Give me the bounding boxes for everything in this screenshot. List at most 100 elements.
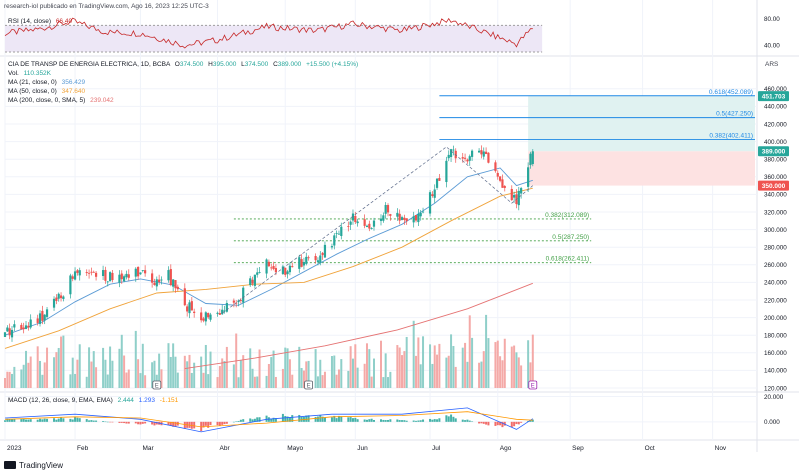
price-tick-label: 260.000: [764, 262, 787, 269]
candle-body: [300, 259, 303, 267]
macd-hist-bar: [356, 419, 359, 422]
macd-hist-bar: [20, 419, 23, 422]
ma50-legend[interactable]: MA (50, close, 0) 347.640: [8, 88, 85, 95]
volume-bar: [172, 343, 175, 388]
macd-hist-bar: [134, 421, 137, 424]
ma50-value: 347.640: [61, 88, 86, 95]
volume-bar: [27, 362, 30, 388]
volume-bar: [253, 376, 256, 388]
candle-body: [503, 186, 506, 188]
rsi-legend: RSI (14, close) 66.40: [8, 18, 72, 25]
macd-hist-bar: [25, 419, 28, 422]
candle-body: [52, 298, 56, 308]
volume-bar: [471, 337, 474, 388]
candle-body: [368, 223, 371, 229]
volume-bar: [349, 346, 352, 388]
volume-bar: [167, 343, 170, 388]
candle-body: [73, 271, 77, 280]
candle-body: [55, 297, 58, 301]
ohlc-h: H395.000: [208, 61, 237, 68]
ma50-label: MA (50, close, 0): [8, 88, 57, 95]
ohlc-c: C389.000: [273, 61, 302, 68]
volume-bar: [193, 362, 196, 388]
symbol-name[interactable]: CIA DE TRANSP DE ENERGIA ELECTRICA, 1D, …: [8, 61, 170, 68]
volume-bar: [499, 356, 502, 388]
candle-body: [529, 153, 532, 166]
macd-hist-bar: [494, 421, 497, 426]
fib-extension-label: 0.5(427.250): [716, 111, 753, 118]
volume-bar: [46, 347, 49, 388]
macd-hist-bar: [92, 420, 95, 422]
earnings-marker-icon: [152, 380, 162, 390]
ma21-legend[interactable]: MA (21, close, 0) 356.429: [8, 79, 85, 86]
macd-hist-bar: [323, 417, 326, 422]
candle-body: [94, 272, 98, 277]
date-tick-label: Oct: [645, 445, 655, 452]
macd-hist-bar: [88, 420, 91, 422]
macd-hist-bar: [55, 419, 58, 422]
macd-hist-bar: [429, 418, 432, 422]
volume-bar: [106, 374, 109, 388]
macd-hist-bar: [204, 421, 207, 426]
candle-body: [85, 272, 88, 274]
candle-body: [421, 211, 425, 213]
candle-body: [396, 212, 399, 217]
candle-body: [435, 178, 439, 188]
macd-hist-bar: [95, 420, 98, 422]
candle-body: [274, 268, 278, 273]
macd-hist-bar: [529, 420, 532, 422]
macd-hist-bar: [445, 415, 448, 422]
candle-body: [57, 293, 60, 299]
candle-body: [417, 213, 420, 223]
candle-body: [405, 218, 408, 222]
candle-body: [134, 268, 137, 277]
candle-body: [108, 272, 112, 282]
volume-bar: [454, 366, 457, 388]
date-tick-label: Abr: [220, 445, 231, 452]
macd-hist-bar: [387, 420, 390, 422]
candle-body: [41, 310, 44, 321]
volume-bar: [281, 368, 284, 388]
volume-bar: [422, 336, 425, 388]
macd-hist-bar: [225, 421, 228, 424]
macd-legend[interactable]: MACD (12, 26, close, 9, EMA, EMA) 2.444 …: [8, 397, 178, 404]
volume-bar: [321, 375, 324, 388]
volume-bar: [109, 346, 112, 388]
macd-hist-bar: [422, 419, 425, 422]
volume-bar: [8, 371, 11, 388]
volume-bar: [333, 355, 336, 388]
volume-bar: [300, 367, 303, 388]
candle-body: [480, 150, 483, 155]
macd-hist-bar: [417, 420, 420, 422]
target-zone: [528, 96, 755, 152]
candle-body: [29, 319, 32, 328]
volume-bar: [78, 344, 81, 388]
volume-bar: [382, 377, 385, 388]
candle-body: [202, 318, 205, 321]
ma200-legend[interactable]: MA (200, close, 0, SMA, 5) 239.042: [8, 97, 114, 104]
price-tick-label: 440.000: [764, 104, 787, 111]
vol-legend[interactable]: Vol. 110.352K: [8, 70, 51, 77]
volume-bar: [186, 361, 189, 388]
macd-hist-bar: [151, 421, 154, 425]
volume-bar: [274, 376, 277, 388]
tradingview-logo[interactable]: TradingView: [4, 461, 63, 470]
candle-body: [8, 328, 11, 336]
candle-body: [337, 233, 341, 235]
rsi-tick-label: 80.00: [764, 16, 780, 23]
macd-tick-label: 0.000: [764, 419, 780, 426]
volume-bar: [520, 365, 523, 388]
volume-bar: [221, 358, 224, 388]
candle-body: [356, 221, 359, 224]
candle-body: [382, 215, 385, 221]
candle-body: [414, 215, 418, 221]
volume-bar: [510, 346, 513, 388]
rsi-value: 66.40: [55, 18, 73, 25]
candle-body: [27, 325, 30, 328]
volume-bar: [200, 356, 203, 388]
volume-bar: [370, 376, 373, 388]
volume-bar: [60, 336, 63, 388]
candle-body: [172, 279, 175, 287]
candle-body: [438, 177, 441, 181]
candle-body: [494, 162, 497, 172]
